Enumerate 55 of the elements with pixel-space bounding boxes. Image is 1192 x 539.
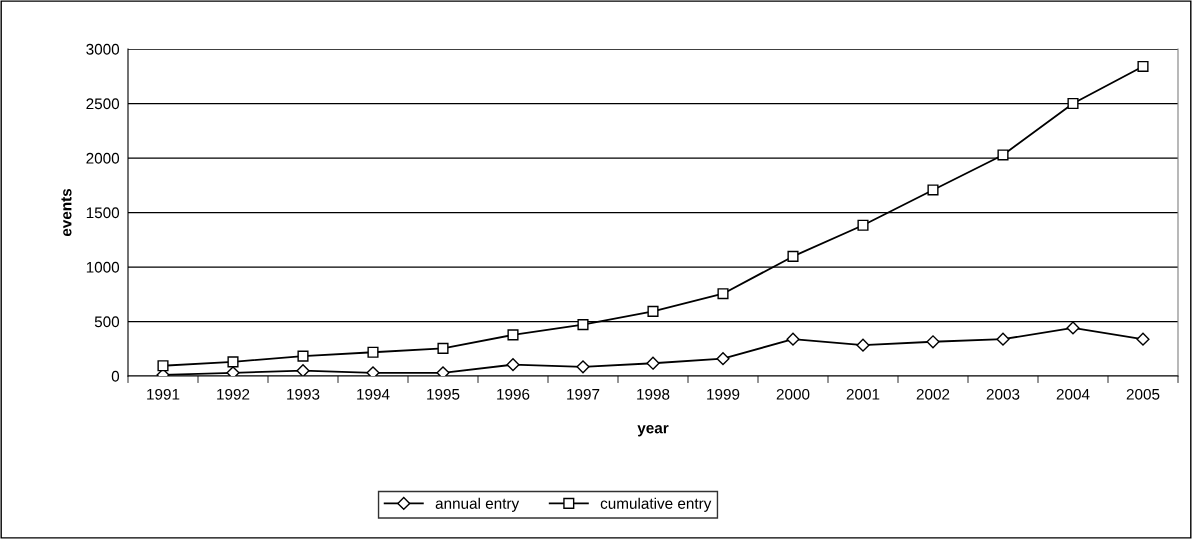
y-tick-label: 3000: [86, 43, 120, 55]
point: [437, 342, 449, 354]
point: [786, 332, 800, 346]
y-tick-label: 500: [94, 316, 120, 328]
x-tick-label: 1993: [287, 388, 320, 400]
point: [297, 350, 309, 362]
x-axis-title: year: [637, 425, 669, 437]
x-tick-label: 1996: [497, 388, 530, 400]
y-tick-label: 2000: [86, 152, 120, 164]
point: [1067, 97, 1079, 110]
point: [787, 250, 799, 262]
point: [856, 338, 870, 352]
y-tick-label: 2500: [86, 98, 120, 110]
point: [1066, 321, 1080, 335]
x-tick-label: 2002: [916, 388, 950, 400]
point: [927, 184, 939, 196]
point: [647, 305, 659, 317]
x-tick-label: 2005: [1126, 388, 1160, 400]
point: [507, 329, 519, 341]
x-tick-label: 2000: [776, 388, 810, 400]
point: [576, 360, 590, 374]
point: [296, 364, 310, 376]
point: [1136, 332, 1150, 346]
x-tick-label: 2001: [846, 388, 880, 400]
point: [226, 366, 240, 376]
point: [646, 356, 660, 370]
x-tick-label: 1995: [427, 388, 460, 400]
point: [997, 149, 1009, 161]
point: [926, 335, 940, 349]
y-tick-label: 1500: [86, 207, 120, 219]
point: [577, 319, 589, 331]
point: [366, 366, 380, 376]
x-tick-label: 1994: [357, 388, 390, 400]
x-tick-label: 2004: [1056, 388, 1090, 400]
y-axis-title: events: [61, 188, 72, 237]
x-tick-label: 1999: [707, 388, 740, 400]
point: [1137, 60, 1149, 72]
point: [436, 366, 450, 376]
point: [157, 360, 169, 372]
x-tick-label: 1991: [147, 388, 180, 400]
point: [717, 288, 729, 300]
point: [227, 356, 239, 368]
y-tick-label: 1000: [86, 261, 120, 273]
legend-label: cumulative entry: [600, 497, 712, 512]
point: [506, 358, 520, 372]
point: [996, 332, 1010, 346]
x-tick-label: 1992: [217, 388, 250, 400]
point: [716, 352, 730, 366]
x-tick-label: 1997: [567, 388, 600, 400]
legend-label: annual entry: [435, 497, 520, 512]
x-tick-label: 1998: [637, 388, 670, 400]
x-tick-label: 2003: [986, 388, 1020, 400]
point: [857, 219, 869, 231]
y-tick-label: 0: [111, 370, 120, 382]
point: [367, 346, 379, 358]
